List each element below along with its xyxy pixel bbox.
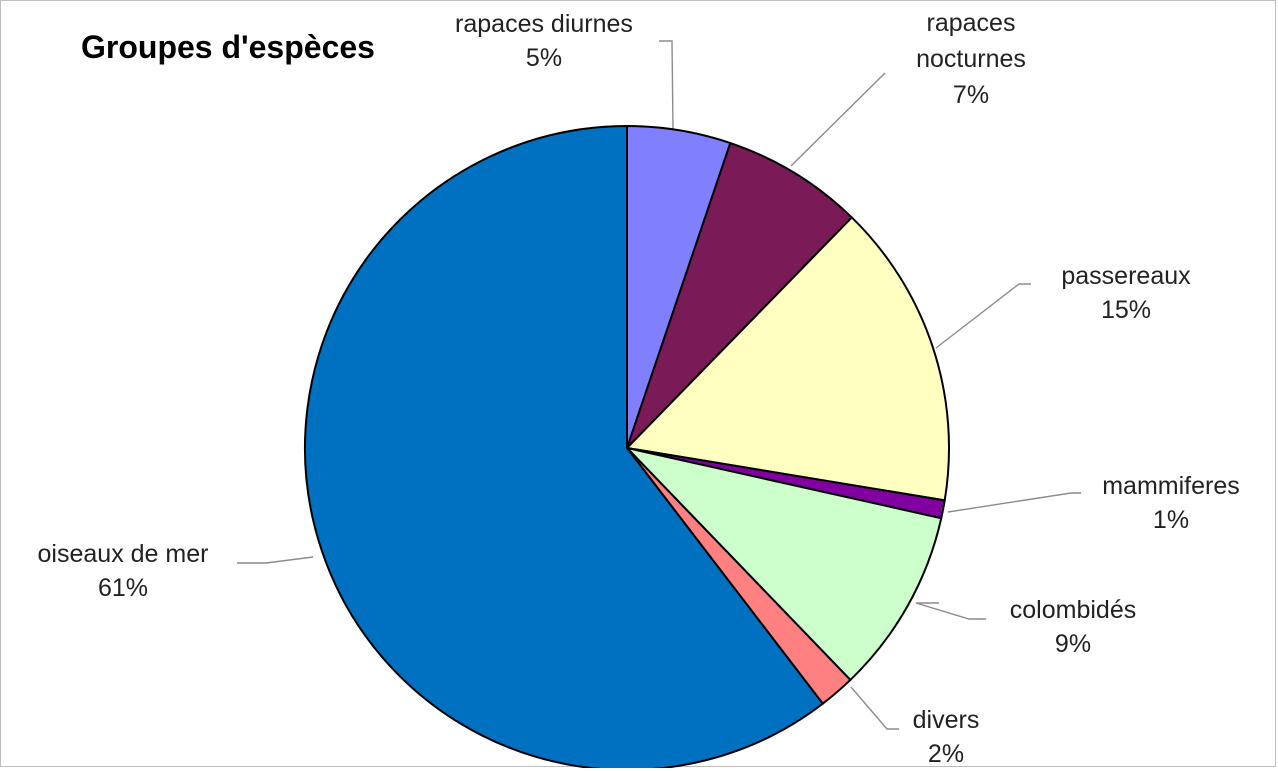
slice-name: divers <box>912 706 980 734</box>
slice-name: rapaces nocturnes <box>916 9 1026 73</box>
leader-lines <box>237 40 1081 730</box>
slice-name: colombidés <box>1009 596 1137 624</box>
leader-line <box>915 602 986 620</box>
leader-line <box>850 686 899 730</box>
slice-percent: 1% <box>1152 506 1190 534</box>
slice-oiseaux-de-mer <box>303 125 824 768</box>
leader-line <box>947 492 1081 513</box>
slice-colombides <box>626 447 943 681</box>
leader-line <box>659 40 674 130</box>
leader-line <box>237 556 314 564</box>
slice-rapaces-nocturnes <box>626 142 853 449</box>
slice-percent: 61% <box>97 574 149 602</box>
slice-percent: 9% <box>1054 630 1092 658</box>
slice-passereaux <box>626 216 950 502</box>
label-mammiferes: mammiferes 1% <box>1076 469 1266 537</box>
label-divers: divers 2% <box>886 703 1006 771</box>
label-passereaux: passereaux 15% <box>1031 259 1221 327</box>
leader-line <box>935 283 1031 349</box>
slice-percent: 7% <box>952 81 990 109</box>
slice-name: rapaces diurnes <box>455 10 633 38</box>
slice-name: mammiferes <box>1102 472 1240 500</box>
label-oiseaux-de-mer: oiseaux de mer 61% <box>7 537 239 605</box>
chart-title: Groupes d'espèces <box>81 29 375 65</box>
label-colombides: colombidés 9% <box>973 593 1173 661</box>
slice-percent: 15% <box>1100 296 1152 324</box>
slice-name: passereaux <box>1061 262 1191 290</box>
slice-percent: 2% <box>927 740 965 768</box>
slice-name: oiseaux de mer <box>37 540 209 568</box>
leader-line <box>790 72 886 167</box>
label-rapaces-nocturnes: rapaces nocturnes 7% <box>886 5 1056 113</box>
slice-percent: 5% <box>525 44 563 72</box>
label-rapaces-diurnes: rapaces diurnes 5% <box>429 7 659 75</box>
pie-slices <box>303 125 950 768</box>
